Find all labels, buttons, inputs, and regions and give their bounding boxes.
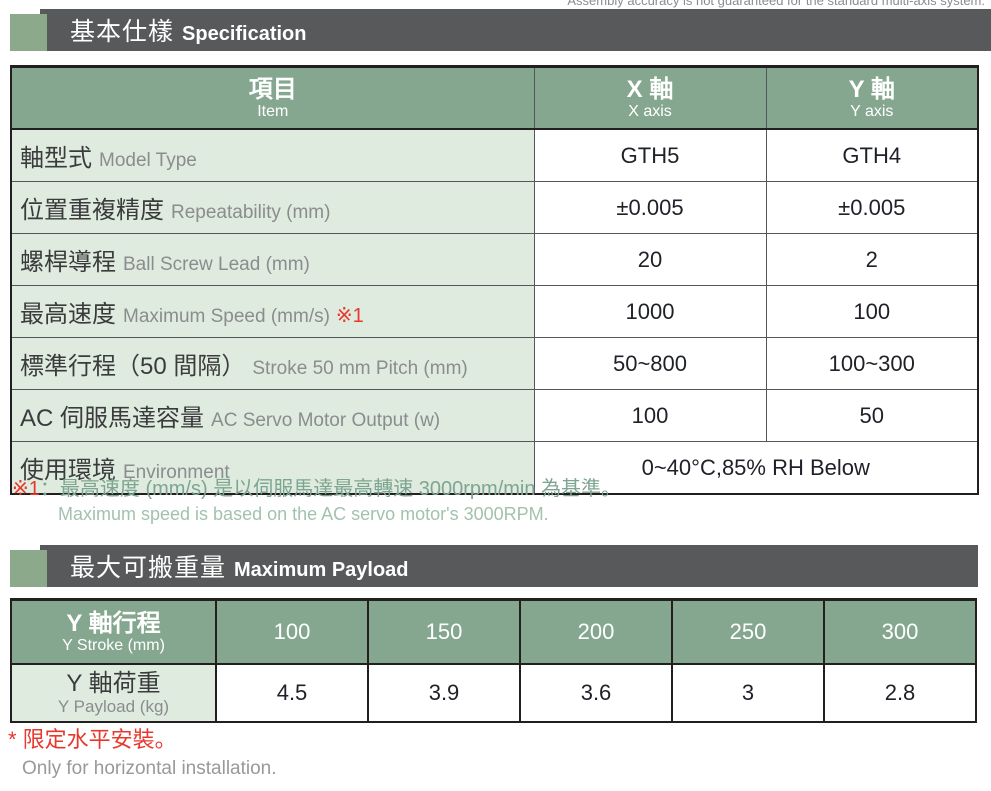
spec-value-y: ±0.005 <box>765 181 979 234</box>
spec-row-repeatability: 位置重複精度 Repeatability (mm) ±0.005 ±0.005 <box>10 181 979 234</box>
installation-note: * 限定水平安裝。 Only for horizontal installati… <box>8 722 277 780</box>
payload-stroke-value: 200 <box>519 598 673 665</box>
specification-table: 項目 Item X 軸 X axis Y 軸 Y axis 軸型式 Model T… <box>10 65 979 495</box>
payload-stroke-value: 300 <box>823 598 977 665</box>
payload-stroke-value: 150 <box>367 598 521 665</box>
spec-value-y: 50 <box>765 389 979 442</box>
spec-title-cjk: 基本仕樣 <box>70 18 175 46</box>
payload-stroke-value: 250 <box>671 598 825 665</box>
spec-title-en: Specification <box>182 23 307 45</box>
payload-weight-value: 3.9 <box>367 663 521 723</box>
spec-label-cell: 標準行程（50 間隔） Stroke 50 mm Pitch (mm) <box>10 337 535 390</box>
spec-row-maximum-speed: 最高速度 Maximum Speed (mm/s) ※1 1000 100 <box>10 285 979 338</box>
spec-header-y-axis: Y 軸 Y axis <box>765 66 979 130</box>
payload-title-cjk: 最大可搬重量 <box>70 554 227 582</box>
spec-value-x: ±0.005 <box>533 181 767 234</box>
footnote-ref-mark: ※1 <box>335 305 364 327</box>
spec-value-x: 20 <box>533 233 767 286</box>
spec-value-x: 50~800 <box>533 337 767 390</box>
payload-table: Y 軸行程 Y Stroke (mm) 100 150 200 250 300 … <box>10 598 977 723</box>
spec-label-cell: AC 伺服馬達容量 AC Servo Motor Output (w) <box>10 389 535 442</box>
footnote-mark: ※1 <box>12 478 40 500</box>
spec-label-cell: 最高速度 Maximum Speed (mm/s) ※1 <box>10 285 535 338</box>
spec-value-span: 0~40°C,85% RH Below <box>533 441 979 495</box>
spec-header-item: 項目 Item <box>10 66 535 130</box>
installation-note-cjk: * 限定水平安裝。 <box>8 727 177 752</box>
payload-weight-row: Y 軸荷重 Y Payload (kg) 4.5 3.9 3.6 3 2.8 <box>10 663 977 723</box>
spec-row-stroke: 標準行程（50 間隔） Stroke 50 mm Pitch (mm) 50~80… <box>10 337 979 390</box>
spec-section-title-bar: 基本仕樣 Specification <box>40 9 991 51</box>
payload-section-title-bar: 最大可搬重量 Maximum Payload <box>40 545 978 587</box>
spec-footnote: ※1：最高速度 (mm/s) 是以伺服馬達最高轉速 3000rpm/min 為基… <box>12 472 621 525</box>
spec-value-x: GTH5 <box>533 128 767 182</box>
payload-title-en: Maximum Payload <box>234 559 409 581</box>
spec-row-servo-output: AC 伺服馬達容量 AC Servo Motor Output (w) 100 5… <box>10 389 979 442</box>
payload-weight-value: 3 <box>671 663 825 723</box>
payload-weight-value: 3.6 <box>519 663 673 723</box>
installation-note-en: Only for horizontal installation. <box>22 758 277 779</box>
footnote-text-en: Maximum speed is based on the AC servo m… <box>58 504 549 524</box>
spec-label-cell: 位置重複精度 Repeatability (mm) <box>10 181 535 234</box>
spec-row-ball-screw-lead: 螺桿導程 Ball Screw Lead (mm) 20 2 <box>10 233 979 286</box>
spec-value-x: 1000 <box>533 285 767 338</box>
payload-title-accent-square <box>10 550 47 587</box>
payload-stroke-value: 100 <box>215 598 369 665</box>
spec-row-environment: 使用環境 Environment 0~40°C,85% RH Below <box>10 441 979 495</box>
footnote-text-cjk: ：最高速度 (mm/s) 是以伺服馬達最高轉速 3000rpm/min 為基準。 <box>39 478 622 500</box>
payload-weight-value: 2.8 <box>823 663 977 723</box>
spec-header-row: 項目 Item X 軸 X axis Y 軸 Y axis <box>10 66 979 130</box>
spec-label-cell: 使用環境 Environment <box>10 441 535 495</box>
spec-label-cell: 螺桿導程 Ball Screw Lead (mm) <box>10 233 535 286</box>
payload-stroke-row: Y 軸行程 Y Stroke (mm) 100 150 200 250 300 <box>10 598 977 665</box>
spec-row-model-type: 軸型式 Model Type GTH5 GTH4 <box>10 128 979 182</box>
spec-value-y: 2 <box>765 233 979 286</box>
spec-value-y: 100 <box>765 285 979 338</box>
spec-value-x: 100 <box>533 389 767 442</box>
spec-value-y: GTH4 <box>765 128 979 182</box>
assembly-disclaimer-text: Assembly accuracy is not guaranteed for … <box>567 0 985 8</box>
payload-stroke-label: Y 軸行程 Y Stroke (mm) <box>10 598 217 665</box>
spec-value-y: 100~300 <box>765 337 979 390</box>
payload-weight-label: Y 軸荷重 Y Payload (kg) <box>10 663 217 723</box>
spec-label-cell: 軸型式 Model Type <box>10 128 535 182</box>
spec-header-x-axis: X 軸 X axis <box>533 66 767 130</box>
payload-weight-value: 4.5 <box>215 663 369 723</box>
spec-title-accent-square <box>10 14 47 51</box>
